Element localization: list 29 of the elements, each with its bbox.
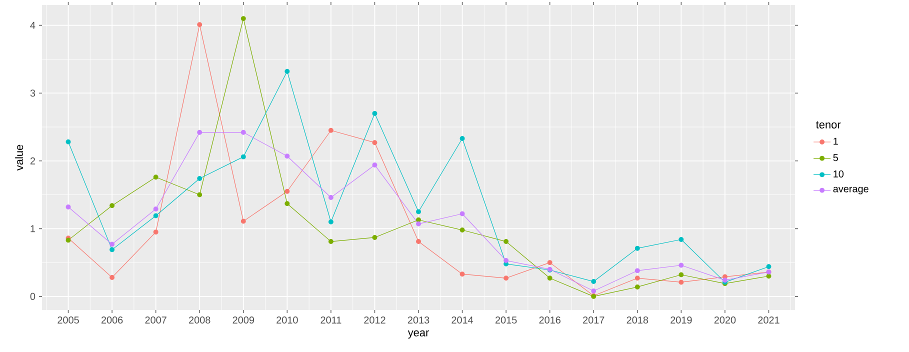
x-tick-label: 2009 [232,316,254,324]
x-tick-label: 2017 [583,316,604,324]
x-tick-label: 2013 [408,316,430,324]
x-tick-label: 2019 [670,316,692,324]
y-tick-label: 0 [30,292,36,300]
x-axis-title: year [408,330,429,339]
x-tick-label: 2006 [101,316,123,324]
y-tick-label: 3 [30,90,36,97]
y-axis-title: value [15,144,24,171]
legend-label: average [833,186,868,194]
x-tick-label: 2015 [495,316,517,324]
legend-label: 10 [834,170,844,178]
x-tick-label: 2016 [539,316,560,324]
legend-title: tenor [816,121,841,128]
x-tick-label: 2020 [714,316,736,324]
x-tick-label: 2005 [58,316,79,324]
y-tick-label: 1 [30,225,36,232]
x-tick-label: 2012 [364,316,386,324]
x-tick-label: 2011 [320,316,342,324]
legend-label: 1 [834,138,838,145]
x-tick-label: 2021 [758,316,780,324]
y-tick-label: 2 [30,157,35,164]
x-tick-label: 2018 [626,316,648,324]
x-tick-label: 2010 [276,316,298,324]
x-tick-label: 2007 [145,316,166,324]
legend-label: 5 [833,154,838,162]
x-tick-label: 2014 [452,316,474,324]
x-tick-label: 2008 [189,316,210,324]
y-tick-label: 4 [30,22,36,29]
